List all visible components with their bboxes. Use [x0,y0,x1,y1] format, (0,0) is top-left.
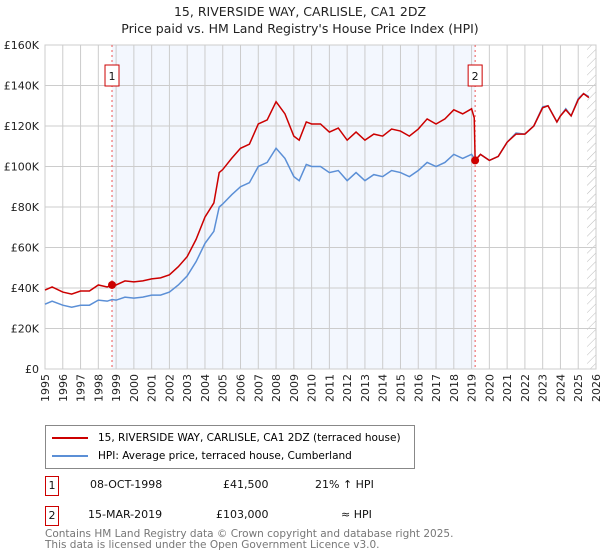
chart-subtitle: Price paid vs. HM Land Registry's House … [121,21,479,36]
legend: 15, RIVERSIDE WAY, CARLISLE, CA1 2DZ (te… [45,425,415,469]
sale-marker-label: 1 [45,476,59,496]
x-tick-label: 2012 [341,374,354,402]
x-tick-label: 2007 [252,374,265,402]
y-tick-label: £80K [11,201,40,214]
x-tick-label: 2024 [554,374,567,402]
x-tick-label: 2015 [394,374,407,402]
y-tick-label: £120K [4,120,40,133]
x-tick-label: 2023 [537,374,550,402]
x-tick-label: 2017 [430,374,443,402]
sale-hpi: 21% ↑ HPI [315,478,374,491]
legend-item-hpi: HPI: Average price, terraced house, Cumb… [52,449,352,463]
y-tick-label: £60K [11,242,40,255]
sale-marker-label: 2 [45,506,59,526]
sale-marker-box [104,64,120,87]
sale-point [471,156,480,165]
x-tick-label: 2011 [323,374,336,402]
x-tick-label: 2008 [270,374,283,402]
y-tick-label: £140K [4,80,40,93]
x-tick-label: 2006 [235,374,248,402]
x-tick-label: 2010 [306,374,319,402]
legend-item-property: 15, RIVERSIDE WAY, CARLISLE, CA1 2DZ (te… [52,431,401,445]
sale-row-2: 2 15-MAR-2019 £103,000 ≈ HPI [45,506,385,526]
x-tick-label: 2001 [146,374,159,402]
x-tick-label: 2020 [483,374,496,402]
sale-marker-box [467,64,483,87]
plot-frame [44,44,597,370]
x-tick-label: 2026 [590,374,600,402]
sale-point [108,280,117,289]
x-tick-label: 2016 [412,374,425,402]
x-tick-label: 2014 [377,374,390,402]
x-tick-label: 2009 [288,374,301,402]
y-tick-label: £40K [11,282,40,295]
sale-date: 08-OCT-1998 [90,478,163,491]
sale-marker-label: 2 [472,70,479,83]
x-tick-label: 2019 [466,374,479,402]
x-tick-label: 1997 [75,374,88,402]
x-tick-label: 2002 [163,374,176,402]
x-tick-label: 1998 [92,374,105,402]
sale-marker-label: 1 [109,70,116,83]
y-tick-label: £100K [4,161,40,174]
y-tick-label: £160K [4,39,40,52]
sale-price: £41,500 [223,478,269,491]
x-tick-label: 1995 [39,374,52,402]
x-tick-label: 2005 [217,374,230,402]
legend-label: 15, RIVERSIDE WAY, CARLISLE, CA1 2DZ (te… [98,432,401,444]
sale-hpi: ≈ HPI [341,508,372,521]
price-chart: 1995 1996 1997 1998 1999 2000 2001 2002 2003 2004… [4,39,600,402]
x-tick-label: 1999 [110,374,123,402]
sale-date: 15-MAR-2019 [88,508,163,521]
y-tick-label: £20K [11,323,40,336]
sale-row-1: 1 08-OCT-1998 £41,500 21% ↑ HPI [45,476,385,496]
x-tick-label: 2022 [519,374,532,402]
footer: Contains HM Land Registry data © Crown c… [45,529,453,551]
legend-label: HPI: Average price, terraced house, Cumb… [98,450,352,462]
x-tick-label: 2004 [199,374,212,402]
y-tick-label: £0 [25,363,39,376]
x-tick-label: 2013 [359,374,372,402]
x-tick-label: 1996 [57,374,70,402]
sale-price: £103,000 [216,508,269,521]
property-price-line [44,92,590,295]
x-tick-label: 2003 [181,374,194,402]
x-tick-label: 2000 [128,374,141,402]
x-tick-label: 2021 [501,374,514,402]
x-tick-label: 2025 [572,374,585,402]
footer-line: Contains HM Land Registry data © Crown c… [45,528,454,540]
footer-line: This data is licensed under the Open Gov… [45,539,380,551]
chart-title: 15, RIVERSIDE WAY, CARLISLE, CA1 2DZ [173,4,427,19]
x-tick-label: 2018 [448,374,461,402]
